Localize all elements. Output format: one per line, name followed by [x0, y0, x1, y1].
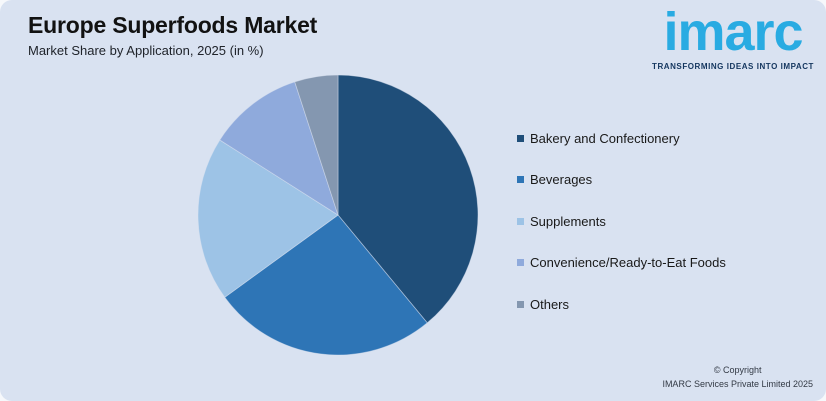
legend-item: Beverages — [517, 171, 726, 189]
chart-header: Europe Superfoods Market Market Share by… — [28, 12, 317, 58]
legend-label: Bakery and Confectionery — [530, 130, 680, 146]
legend-swatch — [517, 259, 524, 266]
chart-subtitle: Market Share by Application, 2025 (in %) — [28, 42, 264, 58]
imarc-wordmark: imarc — [663, 2, 803, 62]
pie-slice-convenience-ready-to-eat-foods — [219, 81, 339, 216]
pie-slice-beverages — [224, 214, 428, 356]
pie-chart — [197, 74, 479, 356]
legend-label: Convenience/Ready-to-Eat Foods — [530, 255, 726, 270]
legend-label: Beverages — [530, 172, 593, 187]
legend-label: Supplements — [530, 213, 606, 229]
pie-slice-bakery-and-confectionery — [337, 74, 479, 324]
legend-item: Others — [517, 295, 726, 313]
legend: Bakery and Confectionery Beverages Supplem… — [517, 129, 726, 313]
legend-item: Convenience/Ready-to-Eat Foods — [517, 254, 726, 272]
imarc-tagline: TRANSFORMING IDEAS INTO IMPACT — [652, 61, 814, 71]
legend-swatch — [517, 300, 524, 308]
legend-item: Bakery and Confectionery — [517, 129, 726, 147]
copyright: © Copyright IMARC Services Private Limit… — [662, 364, 813, 392]
chart-title: Europe Superfoods Market — [28, 12, 318, 38]
pie-slice-supplements — [197, 139, 339, 298]
copyright-line1: © Copyright — [713, 365, 762, 376]
legend-swatch — [517, 217, 524, 225]
legend-item: Supplements — [517, 212, 726, 230]
pie-slice-others — [294, 74, 339, 216]
legend-label: Others — [530, 296, 570, 312]
legend-swatch — [517, 134, 524, 142]
copyright-line2: IMARC Services Private Limited 2025 — [662, 379, 813, 390]
legend-swatch — [517, 176, 524, 183]
imarc-logo: imarc TRANSFORMING IDEAS INTO IMPACT — [652, 4, 814, 71]
